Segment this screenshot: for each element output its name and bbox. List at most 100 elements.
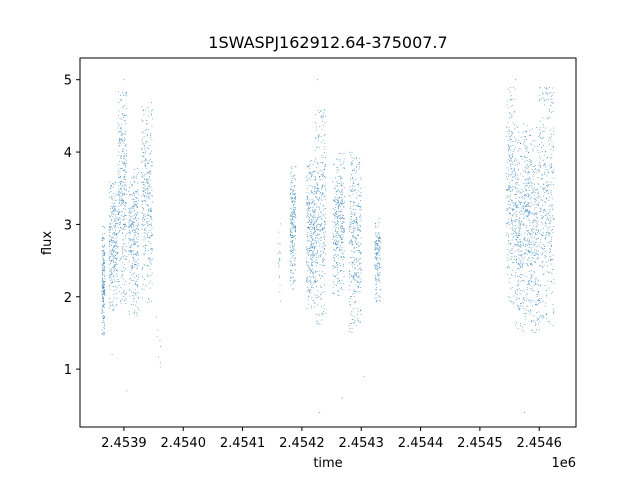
data-point bbox=[552, 207, 554, 209]
data-point bbox=[135, 244, 137, 245]
data-point bbox=[540, 207, 542, 209]
data-point bbox=[121, 256, 123, 258]
data-point bbox=[378, 248, 380, 250]
data-point bbox=[334, 240, 335, 242]
data-point bbox=[126, 150, 127, 152]
data-point bbox=[130, 220, 132, 222]
data-point bbox=[510, 158, 512, 160]
data-point bbox=[322, 252, 324, 254]
data-point bbox=[295, 216, 297, 218]
data-point bbox=[535, 226, 537, 228]
data-point bbox=[289, 279, 291, 281]
data-point bbox=[351, 223, 353, 225]
data-point bbox=[528, 135, 530, 137]
data-point bbox=[337, 294, 339, 296]
data-point bbox=[539, 95, 541, 97]
data-point bbox=[350, 226, 352, 228]
data-point bbox=[117, 154, 119, 156]
data-point bbox=[109, 298, 111, 299]
data-point bbox=[146, 265, 148, 267]
data-point bbox=[516, 296, 518, 298]
data-point bbox=[341, 217, 343, 219]
data-point bbox=[125, 235, 126, 237]
data-point bbox=[360, 178, 362, 180]
data-point bbox=[133, 258, 134, 259]
data-point bbox=[518, 178, 520, 180]
data-point bbox=[112, 187, 114, 189]
data-point bbox=[375, 289, 377, 291]
data-point bbox=[548, 215, 550, 216]
data-point bbox=[535, 233, 537, 235]
data-point bbox=[344, 168, 345, 169]
data-point bbox=[149, 235, 151, 237]
data-point bbox=[130, 278, 132, 279]
data-point bbox=[321, 154, 323, 156]
data-point bbox=[144, 194, 146, 196]
data-point bbox=[136, 252, 138, 254]
data-point bbox=[120, 138, 121, 140]
data-point bbox=[143, 190, 144, 192]
data-point bbox=[292, 224, 294, 226]
data-point bbox=[336, 237, 338, 238]
data-point bbox=[543, 159, 544, 161]
data-point bbox=[542, 189, 544, 191]
data-point bbox=[320, 215, 322, 217]
data-point bbox=[539, 134, 541, 136]
data-point bbox=[521, 329, 523, 331]
data-point bbox=[309, 270, 311, 271]
data-point bbox=[541, 266, 543, 267]
data-point bbox=[136, 173, 138, 175]
data-point bbox=[291, 251, 293, 253]
data-point bbox=[508, 150, 509, 152]
data-point bbox=[316, 320, 317, 322]
data-point bbox=[374, 278, 376, 280]
data-point bbox=[129, 215, 130, 217]
data-point bbox=[119, 222, 121, 224]
data-point bbox=[548, 140, 550, 142]
data-point bbox=[290, 189, 291, 191]
data-point bbox=[309, 214, 311, 215]
data-point bbox=[324, 152, 326, 153]
data-point bbox=[144, 149, 146, 151]
data-point bbox=[517, 204, 519, 206]
data-point bbox=[357, 227, 358, 229]
data-point bbox=[516, 289, 518, 290]
data-point bbox=[515, 244, 517, 246]
data-point bbox=[315, 138, 317, 139]
data-point bbox=[294, 280, 296, 282]
data-point bbox=[546, 198, 548, 200]
data-point bbox=[141, 161, 143, 163]
data-point bbox=[535, 253, 537, 255]
data-point bbox=[341, 197, 342, 198]
data-point bbox=[311, 255, 313, 257]
data-point bbox=[545, 256, 547, 258]
data-point bbox=[109, 216, 111, 218]
data-point bbox=[146, 182, 148, 184]
data-point bbox=[511, 253, 512, 255]
data-point bbox=[318, 137, 319, 138]
data-point bbox=[512, 161, 514, 163]
data-point bbox=[513, 302, 515, 304]
data-point bbox=[294, 225, 296, 227]
data-point bbox=[377, 248, 379, 250]
data-point bbox=[539, 165, 541, 167]
data-point bbox=[349, 274, 351, 276]
data-point bbox=[536, 304, 538, 306]
data-point bbox=[355, 284, 357, 286]
data-point bbox=[101, 294, 103, 295]
data-point bbox=[144, 249, 146, 251]
data-point bbox=[353, 182, 355, 184]
data-point bbox=[538, 204, 540, 206]
data-point bbox=[102, 245, 104, 247]
data-point bbox=[308, 172, 310, 174]
data-point bbox=[294, 214, 296, 216]
data-point bbox=[290, 248, 292, 250]
data-point bbox=[375, 248, 377, 250]
data-point bbox=[549, 243, 551, 244]
data-point bbox=[353, 202, 355, 203]
data-point bbox=[519, 309, 521, 311]
data-point bbox=[290, 270, 291, 271]
data-point bbox=[352, 275, 354, 277]
data-point bbox=[130, 279, 132, 281]
data-point bbox=[294, 193, 296, 194]
